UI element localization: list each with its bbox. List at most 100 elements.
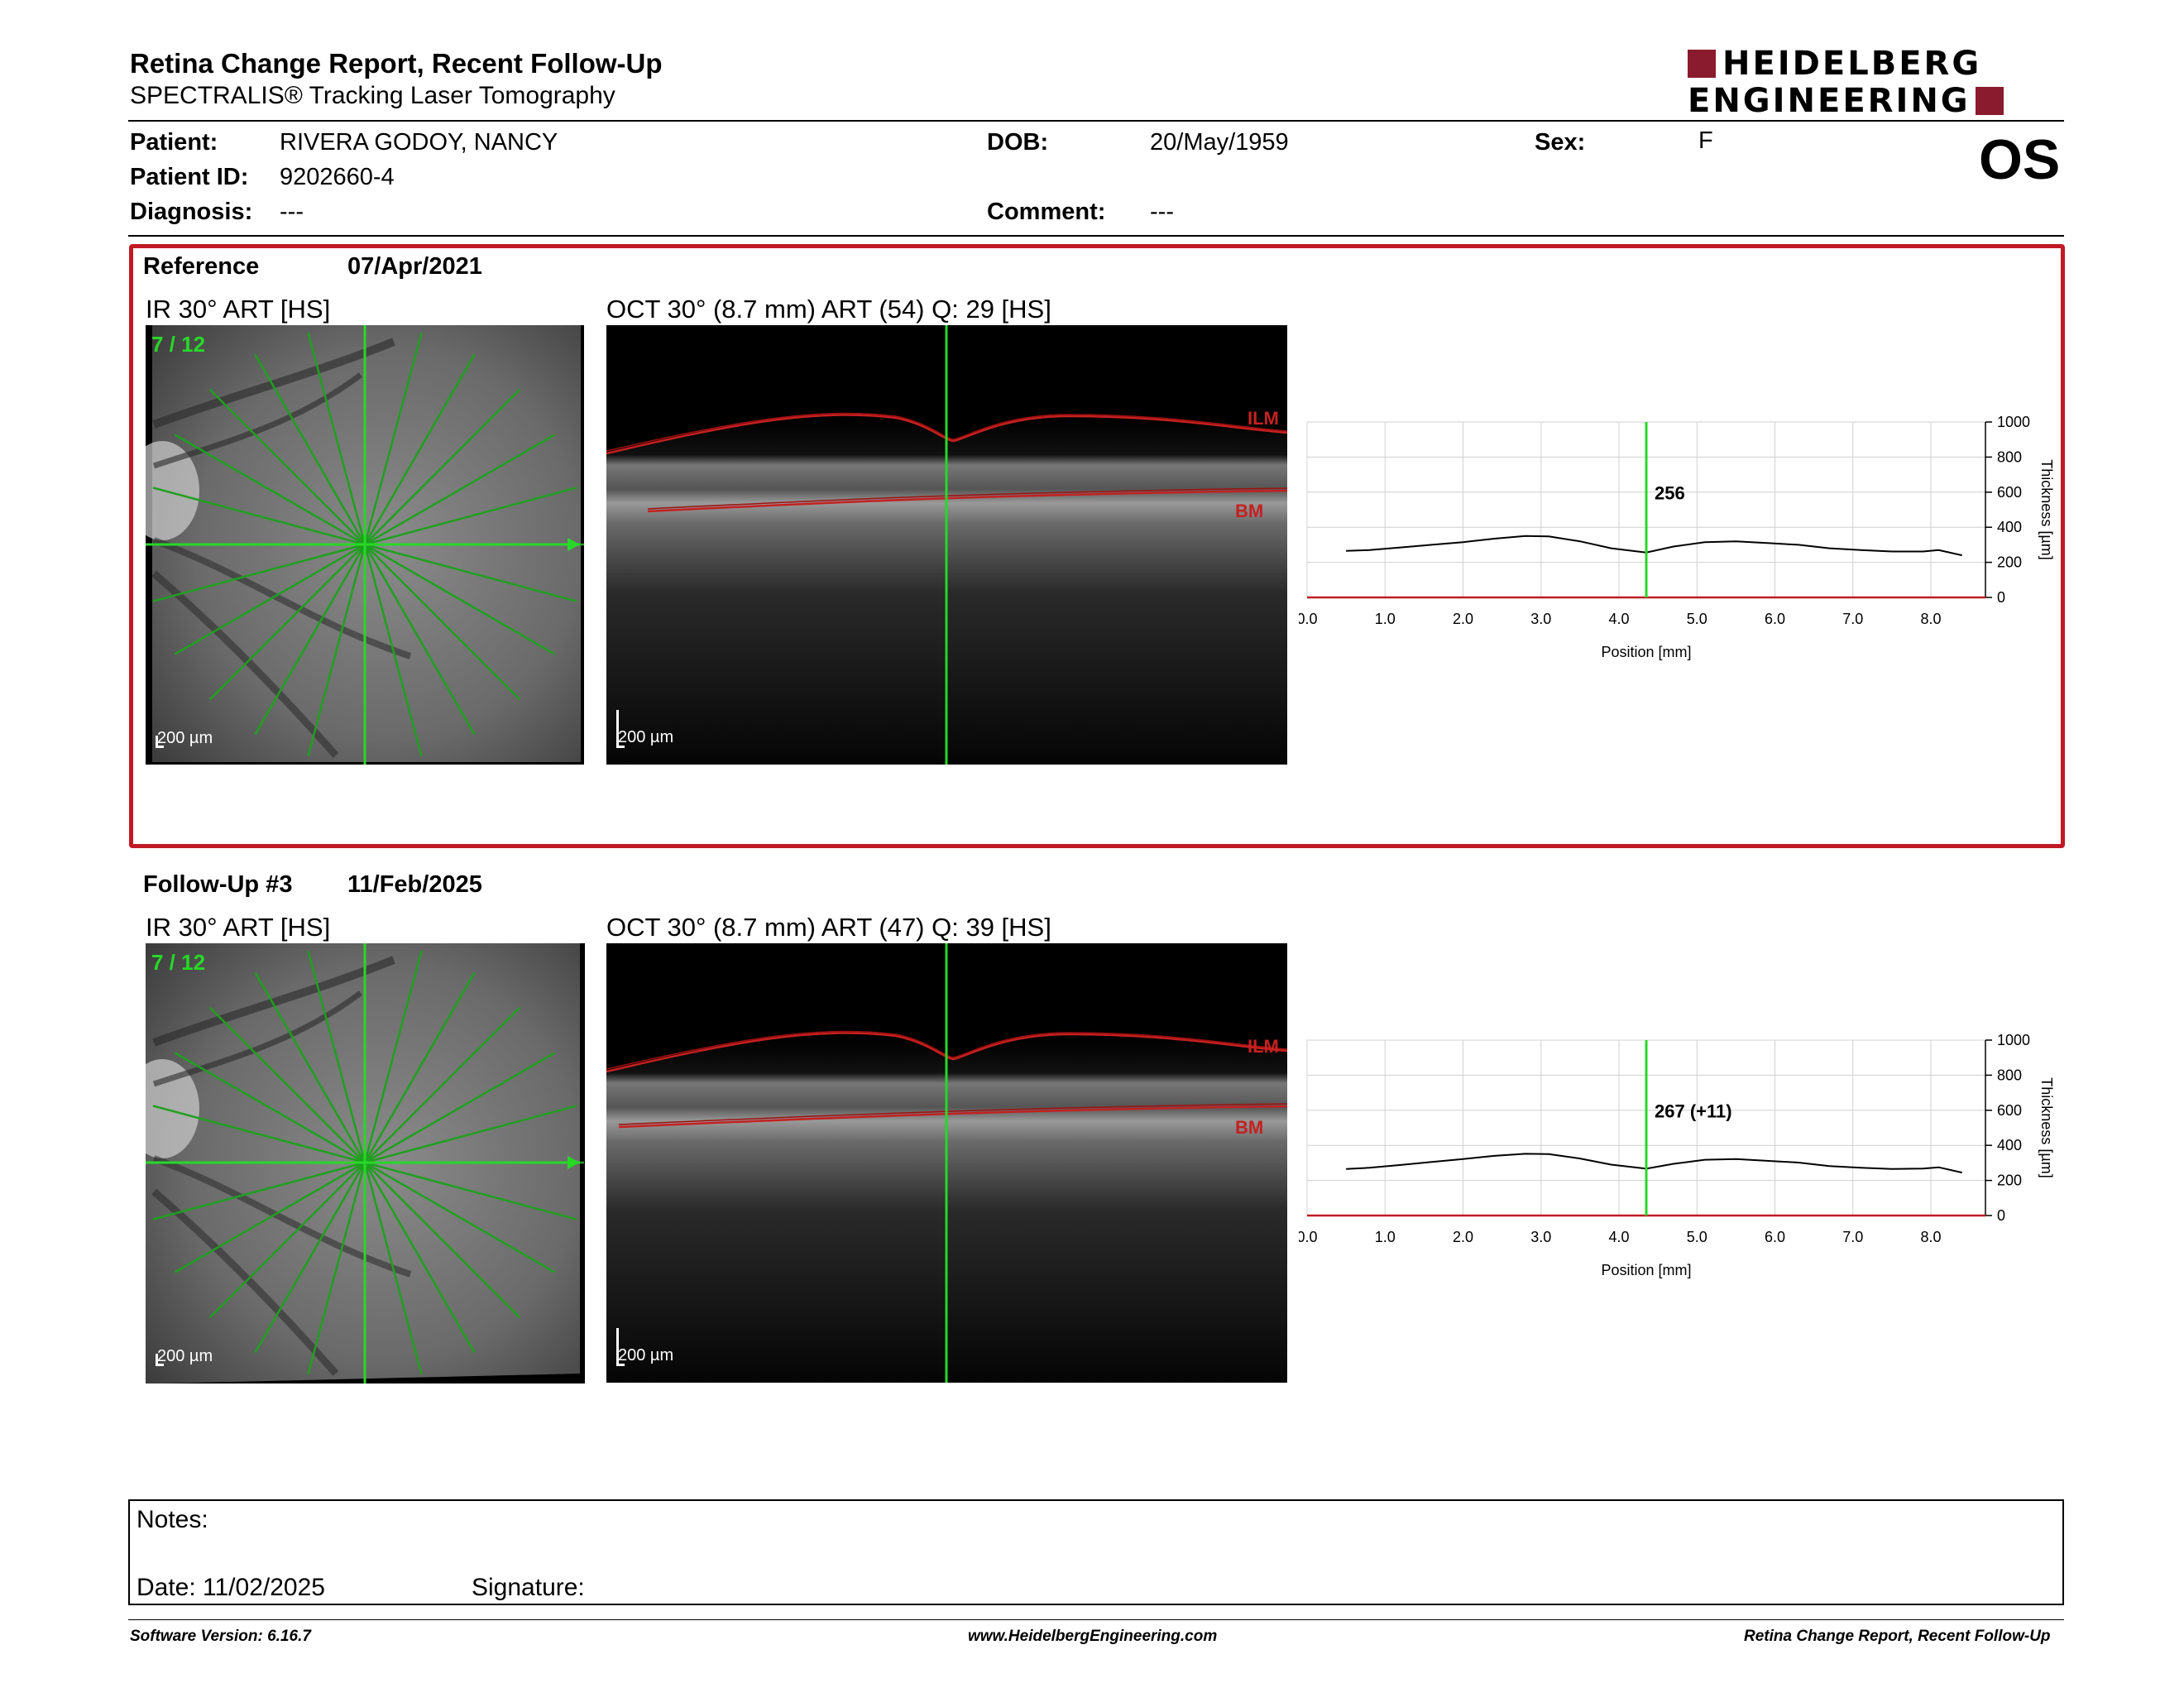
comment-value: --- [1150, 199, 1174, 225]
followup-ir-image: 7 / 12 200 µm [146, 943, 585, 1383]
logo-text-2: ENGINEERING [1688, 81, 1971, 120]
thickness-line [1346, 535, 1962, 557]
notes-label: Notes: [136, 1506, 208, 1533]
reference-frame [129, 244, 2065, 848]
y-tick-label: 200 [1997, 1172, 2022, 1189]
ilm-label: ILM [1248, 1036, 1279, 1057]
reference-ir-image: 7 / 12 200 µm [146, 325, 584, 765]
sex-value: F [1698, 127, 1713, 154]
x-tick-label: 4.0 [1608, 611, 1629, 627]
reference-ir-title: IR 30° ART [HS] [146, 295, 331, 324]
patient-label: Patient: [130, 129, 218, 156]
scale-bar-label: 200 µm [618, 1346, 674, 1364]
x-tick-label: 7.0 [1842, 611, 1863, 627]
eye-indicator: OS [1979, 128, 2061, 191]
y-tick-label: 800 [1997, 448, 2022, 465]
y-tick-label: 0 [1997, 1207, 2005, 1224]
thickness-value-label: 256 [1655, 482, 1685, 503]
y-axis-label: Thickness [µm] [2038, 1077, 2055, 1177]
x-tick-label: 5.0 [1687, 1229, 1707, 1245]
y-tick-label: 600 [1997, 1102, 2022, 1119]
notes-box: Notes: Date: 11/02/2025 Signature: [128, 1499, 2064, 1605]
patient-id-label: Patient ID: [130, 164, 249, 190]
reference-oct-svg [606, 325, 1287, 765]
x-tick-label: 3.0 [1530, 1229, 1551, 1245]
dob-label: DOB: [987, 129, 1049, 156]
scale-bar [616, 1328, 619, 1365]
reference-thickness-chart: 0 200 400 600 800 1000 0.0 1.0 2.0 3.0 4.0 5.0 6.0 7.… [1299, 414, 2055, 660]
logo-square-icon [1688, 49, 1716, 78]
scale-bar [156, 1354, 158, 1365]
y-tick-label: 0 [1997, 589, 2005, 606]
x-tick-label: 7.0 [1842, 1229, 1863, 1245]
reference-oct-image: ILM BM 200 µm [606, 325, 1287, 765]
header-divider [128, 120, 2064, 122]
y-axis-label: Thickness [µm] [2038, 459, 2055, 559]
followup-oct-svg [606, 943, 1287, 1383]
sex-label: Sex: [1535, 129, 1586, 156]
y-tick-label: 400 [1997, 1137, 2022, 1153]
diagnosis-label: Diagnosis: [130, 199, 253, 225]
scale-bar-label: 200 µm [618, 728, 674, 746]
company-logo: HEIDELBERG ENGINEERING [1688, 45, 2068, 119]
followup-oct-image: ILM BM 200 µm [606, 943, 1287, 1383]
patient-divider [128, 235, 2064, 237]
footer-url[interactable]: www.HeidelbergEngineering.com [968, 1628, 1218, 1645]
x-tick-label: 3.0 [1530, 611, 1551, 627]
dob-value: 20/May/1959 [1150, 129, 1289, 156]
followup-oct-title: OCT 30° (8.7 mm) ART (47) Q: 39 [HS] [606, 913, 1051, 942]
x-tick-label: 8.0 [1921, 1229, 1942, 1245]
x-tick-label: 6.0 [1765, 1229, 1785, 1245]
x-tick-label: 0.0 [1299, 1229, 1318, 1245]
x-axis-label: Position [mm] [1601, 644, 1691, 660]
x-tick-label: 1.0 [1375, 1229, 1396, 1245]
reference-fundus-svg [146, 325, 584, 765]
scale-bar [156, 1364, 164, 1366]
logo-square-icon [1975, 86, 2004, 115]
scan-index: 7 / 12 [151, 332, 206, 357]
y-tick-label: 1000 [1997, 414, 2030, 430]
scale-bar [156, 746, 164, 748]
footer-report: Retina Change Report, Recent Follow-Up [1744, 1628, 2051, 1645]
x-tick-label: 2.0 [1453, 1229, 1473, 1245]
x-tick-label: 4.0 [1608, 1229, 1629, 1245]
reference-oct-title: OCT 30° (8.7 mm) ART (54) Q: 29 [HS] [606, 295, 1051, 324]
diagnosis-value: --- [280, 199, 304, 225]
scale-bar-label: 200 µm [157, 729, 213, 747]
logo-text-1: HEIDELBERG [1722, 44, 1982, 83]
x-tick-label: 2.0 [1453, 611, 1473, 627]
x-axis-label: Position [mm] [1601, 1262, 1691, 1278]
followup-thickness-chart: 0 200 400 600 800 1000 0.0 1.0 2.0 3.0 4.0 5.0 6.0 7.… [1299, 1032, 2055, 1278]
followup-label: Follow-Up #3 [143, 871, 293, 898]
y-tick-label: 400 [1997, 519, 2022, 535]
footer-divider [128, 1619, 2064, 1620]
x-tick-label: 8.0 [1921, 611, 1942, 627]
signature-label: Signature: [472, 1574, 585, 1601]
x-tick-label: 5.0 [1687, 611, 1707, 627]
scan-index: 7 / 12 [151, 950, 206, 975]
report-title: Retina Change Report, Recent Follow-Up [130, 48, 663, 79]
followup-date: 11/Feb/2025 [347, 871, 482, 898]
notes-date: Date: 11/02/2025 [136, 1574, 325, 1601]
y-tick-label: 200 [1997, 554, 2022, 571]
y-tick-label: 600 [1997, 484, 2022, 501]
thickness-value-label: 267 (+11) [1655, 1101, 1732, 1121]
report-subtitle: SPECTRALIS® Tracking Laser Tomography [130, 82, 615, 109]
scale-bar-label: 200 µm [157, 1347, 213, 1365]
bm-label: BM [1235, 501, 1264, 521]
followup-ir-title: IR 30° ART [HS] [146, 913, 331, 942]
ilm-label: ILM [1248, 408, 1279, 429]
x-tick-label: 0.0 [1299, 611, 1318, 627]
followup-fundus-svg [146, 943, 584, 1383]
y-tick-label: 1000 [1997, 1032, 2030, 1048]
x-tick-label: 6.0 [1765, 611, 1785, 627]
y-tick-label: 800 [1997, 1067, 2022, 1083]
patient-name: RIVERA GODOY, NANCY [280, 129, 558, 156]
x-tick-label: 1.0 [1375, 611, 1396, 627]
scale-bar [156, 736, 158, 747]
thickness-line [1346, 1153, 1962, 1174]
footer-software: Software Version: 6.16.7 [130, 1628, 311, 1645]
reference-date: 07/Apr/2021 [347, 253, 482, 280]
scale-bar [616, 746, 625, 748]
scale-bar [616, 710, 619, 747]
